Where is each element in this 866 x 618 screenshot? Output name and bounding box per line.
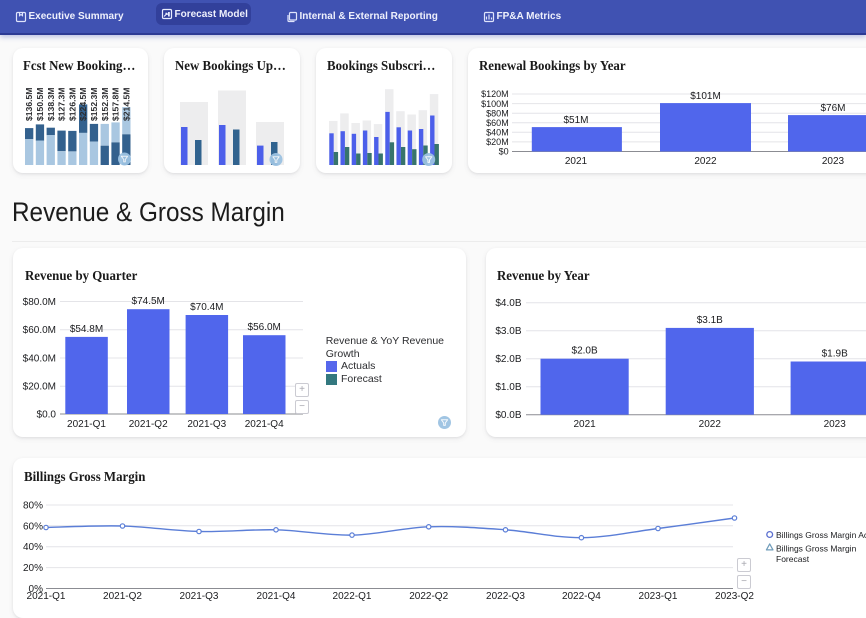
svg-text:$40M: $40M: [486, 128, 509, 138]
svg-text:$40.0M: $40.0M: [23, 354, 56, 365]
svg-text:$152.3M: $152.3M: [100, 88, 110, 121]
svg-text:2023: 2023: [822, 156, 845, 167]
svg-text:$80M: $80M: [486, 108, 509, 118]
svg-text:$20M: $20M: [486, 137, 509, 147]
svg-text:$2.0B: $2.0B: [572, 346, 598, 357]
svg-text:$1.0B: $1.0B: [495, 382, 521, 393]
svg-text:$3.0B: $3.0B: [495, 326, 521, 337]
svg-text:2021: 2021: [573, 419, 596, 430]
svg-text:$101M: $101M: [690, 91, 721, 102]
svg-text:$1.9B: $1.9B: [822, 349, 848, 360]
svg-text:60%: 60%: [23, 521, 43, 532]
svg-text:$4.0B: $4.0B: [495, 298, 521, 309]
svg-text:$224.5M: $224.5M: [78, 88, 88, 121]
svg-text:40%: 40%: [23, 542, 43, 553]
svg-text:$20.0M: $20.0M: [23, 382, 56, 393]
svg-text:$56.0M: $56.0M: [248, 322, 281, 333]
svg-text:$0: $0: [499, 147, 509, 157]
svg-text:$150.5M: $150.5M: [35, 88, 45, 121]
svg-text:$0.0B: $0.0B: [495, 410, 521, 421]
svg-text:$74.5M: $74.5M: [132, 296, 165, 307]
svg-text:20%: 20%: [23, 563, 43, 574]
svg-text:$214.5M: $214.5M: [121, 88, 131, 121]
svg-text:$51M: $51M: [563, 115, 588, 126]
svg-text:0%: 0%: [29, 584, 44, 595]
svg-text:$138.3M: $138.3M: [46, 88, 56, 121]
svg-text:$2.0B: $2.0B: [495, 354, 521, 365]
svg-text:$157.8M: $157.8M: [111, 88, 121, 121]
svg-text:Forecast: Forecast: [776, 554, 810, 564]
svg-text:$136.5M: $136.5M: [24, 88, 34, 121]
svg-text:2021-Q1: 2021-Q1: [67, 419, 106, 430]
svg-text:$70.4M: $70.4M: [190, 302, 223, 313]
svg-text:$60M: $60M: [486, 118, 509, 128]
svg-text:2022: 2022: [694, 156, 717, 167]
svg-text:2021: 2021: [565, 156, 588, 167]
svg-text:$60.0M: $60.0M: [23, 325, 56, 336]
svg-text:$152.3M: $152.3M: [89, 88, 99, 121]
svg-text:Billings Gross Margin Ac: Billings Gross Margin Ac: [776, 530, 866, 540]
svg-text:$80.0M: $80.0M: [23, 297, 56, 308]
svg-text:80%: 80%: [23, 501, 43, 512]
svg-text:$0.0: $0.0: [37, 410, 57, 421]
svg-text:$127.3M: $127.3M: [57, 88, 67, 121]
svg-text:$100M: $100M: [481, 99, 509, 109]
svg-text:2022: 2022: [699, 419, 722, 430]
svg-text:2021-Q2: 2021-Q2: [129, 419, 168, 430]
svg-text:$3.1B: $3.1B: [697, 315, 723, 326]
svg-text:$120M: $120M: [481, 89, 509, 99]
svg-text:2023: 2023: [824, 419, 847, 430]
svg-text:2021-Q4: 2021-Q4: [245, 419, 284, 430]
svg-text:$54.8M: $54.8M: [70, 324, 103, 335]
svg-text:$76M: $76M: [820, 103, 845, 114]
svg-text:$126.3M: $126.3M: [67, 88, 77, 121]
svg-text:2021-Q3: 2021-Q3: [187, 419, 226, 430]
svg-text:Billings Gross Margin: Billings Gross Margin: [776, 544, 857, 554]
